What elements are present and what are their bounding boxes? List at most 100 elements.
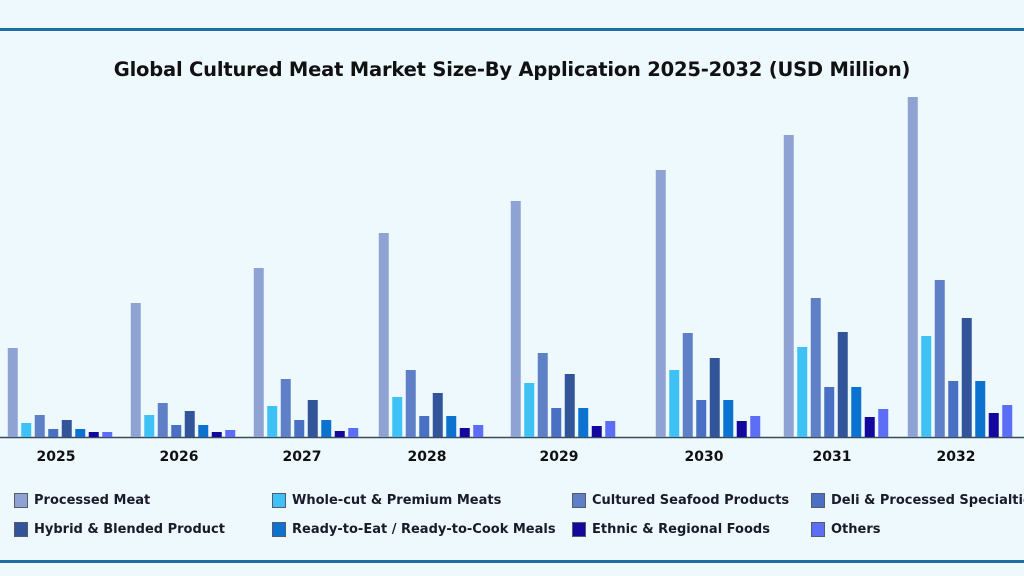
x-tick-label: 2029 <box>540 449 579 465</box>
bar <box>473 425 484 437</box>
legend-swatch <box>572 522 586 537</box>
bar <box>537 353 548 437</box>
legend-item: Deli & Processed Specialties <box>811 493 1024 508</box>
bar <box>225 430 236 437</box>
x-tick-label: 2032 <box>937 449 976 465</box>
legend-item: Hybrid & Blended Product <box>14 522 225 537</box>
bar <box>88 432 99 437</box>
bar <box>682 333 693 437</box>
bar <box>211 432 222 437</box>
bar <box>378 233 389 437</box>
bar <box>669 370 680 437</box>
legend-item: Ethnic & Regional Foods <box>572 522 770 537</box>
legend-label: Deli & Processed Specialties <box>831 493 1024 508</box>
bar <box>280 379 291 437</box>
bar <box>321 420 332 437</box>
bar <box>750 416 761 437</box>
legend-label: Ethnic & Regional Foods <box>592 522 770 537</box>
x-tick-label: 2028 <box>408 449 447 465</box>
legend-item: Processed Meat <box>14 493 150 508</box>
legend-swatch <box>14 493 28 508</box>
legend-swatch <box>811 493 825 508</box>
legend-item: Cultured Seafood Products <box>572 493 789 508</box>
legend-label: Hybrid & Blended Product <box>34 522 225 537</box>
legend-swatch <box>14 522 28 537</box>
bar <box>459 428 470 437</box>
bar <box>709 358 720 437</box>
bar <box>696 400 707 437</box>
x-tick-label: 2031 <box>813 449 852 465</box>
bar <box>334 431 345 437</box>
bar <box>419 416 430 437</box>
bar <box>907 97 918 437</box>
bar <box>837 332 848 437</box>
bar <box>551 408 562 437</box>
bar <box>405 370 416 437</box>
bar <box>157 403 168 437</box>
bar <box>144 415 155 437</box>
bar <box>34 415 45 437</box>
bar <box>564 374 575 437</box>
x-tick-label: 2026 <box>160 449 199 465</box>
legend-swatch <box>272 493 286 508</box>
bar <box>961 318 972 437</box>
bar <box>130 303 141 437</box>
legend-item: Others <box>811 522 881 537</box>
bar <box>736 421 747 437</box>
x-tick-label: 2025 <box>37 449 76 465</box>
legend-item: Ready-to-Eat / Ready-to-Cook Meals <box>272 522 556 537</box>
x-tick-label: 2030 <box>685 449 724 465</box>
bar <box>797 347 808 437</box>
bar <box>184 411 195 437</box>
bar <box>432 393 443 437</box>
bottom-border <box>0 560 1024 563</box>
legend-item: Whole-cut & Premium Meats <box>272 493 501 508</box>
bar <box>655 170 666 437</box>
legend-label: Others <box>831 522 881 537</box>
bar <box>198 425 209 437</box>
top-border <box>0 28 1024 31</box>
bar <box>975 381 986 437</box>
bar <box>851 387 862 437</box>
legend-label: Ready-to-Eat / Ready-to-Cook Meals <box>292 522 556 537</box>
bar-chart: 2025 2026 2027 2028 2029 2030 2031 2032 <box>0 97 1024 465</box>
bar <box>605 421 616 437</box>
bar <box>824 387 835 437</box>
bar <box>294 420 305 437</box>
bar <box>446 416 457 437</box>
legend-swatch <box>572 493 586 508</box>
bar <box>810 298 821 437</box>
bar <box>348 428 359 437</box>
bar <box>75 429 86 437</box>
bar <box>921 336 932 437</box>
bar <box>307 400 318 437</box>
bar <box>1002 405 1013 437</box>
bar <box>392 397 403 437</box>
bar <box>878 409 889 437</box>
bar <box>267 406 278 437</box>
bar <box>723 400 734 437</box>
legend-label: Processed Meat <box>34 493 151 508</box>
bar <box>253 268 264 437</box>
bar <box>578 408 589 437</box>
bar <box>171 425 182 437</box>
bar <box>61 420 72 437</box>
bar <box>510 201 521 437</box>
bar <box>988 413 999 437</box>
legend-swatch <box>272 522 286 537</box>
bar <box>864 417 875 437</box>
bar <box>591 426 602 437</box>
bar <box>7 348 18 437</box>
legend-label: Cultured Seafood Products <box>592 493 790 508</box>
bar <box>102 432 113 437</box>
x-tick-label: 2027 <box>283 449 322 465</box>
bar <box>934 280 945 437</box>
bar <box>783 135 794 437</box>
legend-label: Whole-cut & Premium Meats <box>292 493 502 508</box>
bar <box>21 423 32 437</box>
legend-swatch <box>811 522 825 537</box>
bar <box>948 381 959 437</box>
bar <box>48 429 59 437</box>
bar <box>524 383 535 437</box>
chart-title: Global Cultured Meat Market Size-By Appl… <box>113 58 911 81</box>
